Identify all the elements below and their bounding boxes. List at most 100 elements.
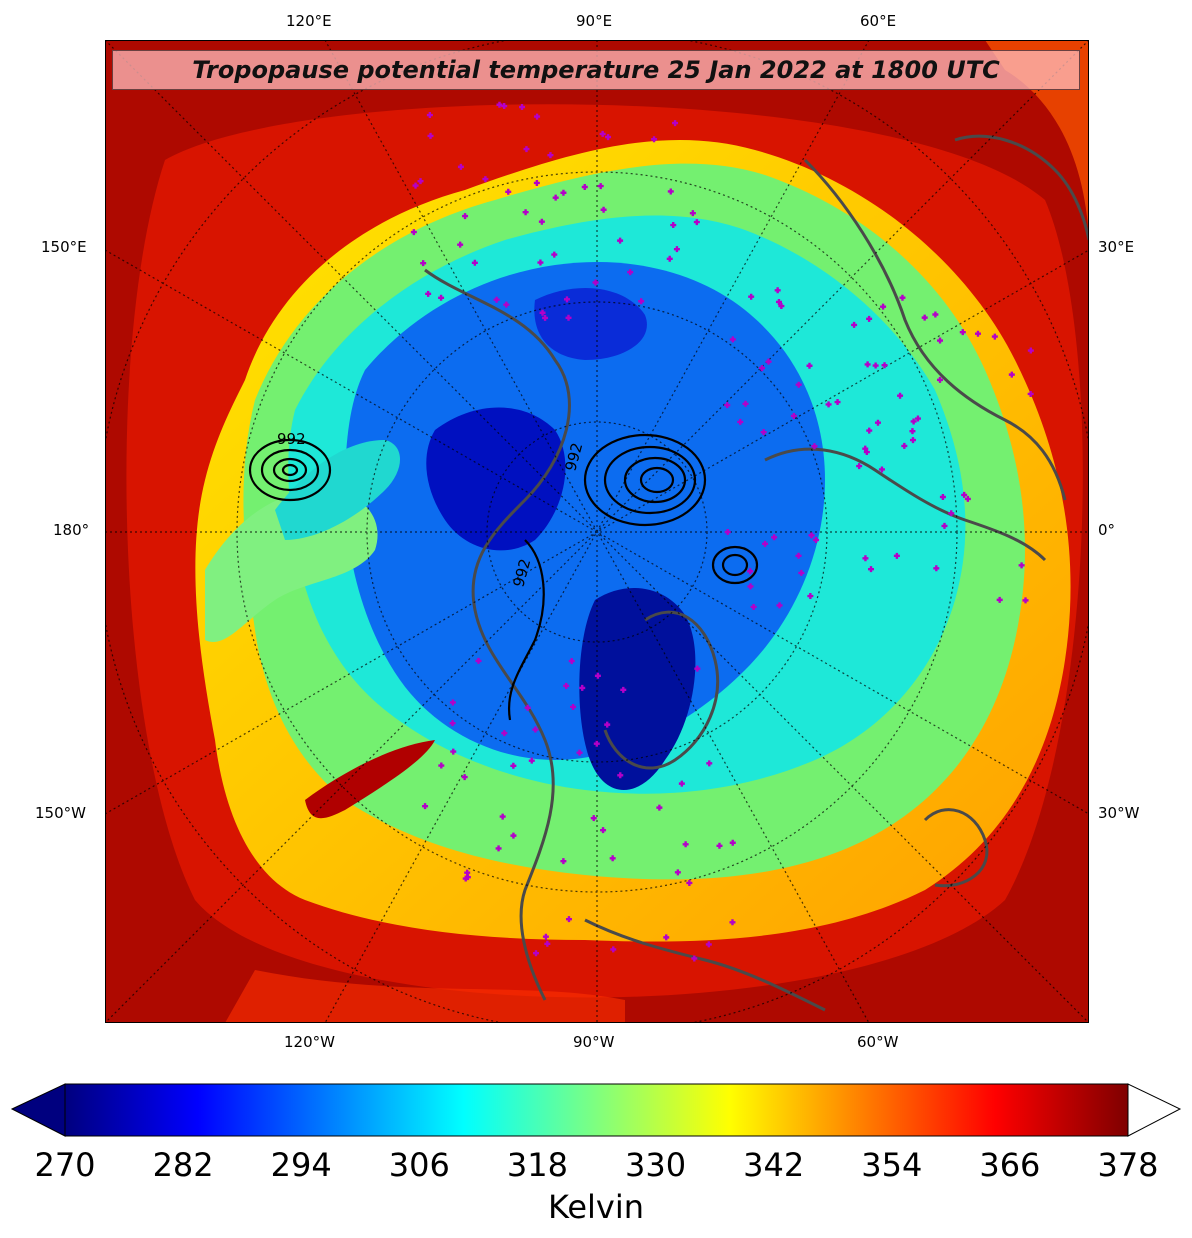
station-marker	[705, 941, 712, 948]
station-marker	[742, 400, 749, 407]
station-marker	[627, 269, 634, 276]
station-marker	[813, 537, 820, 544]
station-marker	[693, 219, 700, 226]
station-marker	[597, 183, 604, 190]
station-marker	[600, 206, 607, 213]
station-marker	[910, 418, 917, 425]
station-marker	[471, 259, 478, 266]
station-marker	[563, 682, 570, 689]
station-marker	[909, 437, 916, 444]
station-marker	[503, 301, 510, 308]
station-marker	[638, 298, 645, 305]
station-marker	[417, 178, 424, 185]
station-marker	[862, 555, 869, 562]
station-marker	[505, 188, 512, 195]
station-marker	[760, 429, 767, 436]
station-marker	[499, 813, 506, 820]
lon-label-right: 30°W	[1098, 804, 1140, 822]
station-marker	[932, 311, 939, 318]
station-marker	[593, 740, 600, 747]
station-marker	[579, 684, 586, 691]
station-marker	[510, 762, 517, 769]
station-marker	[825, 401, 832, 408]
station-marker	[964, 495, 971, 502]
station-marker	[552, 194, 559, 201]
lon-label-left: 150°W	[35, 804, 86, 822]
station-marker	[682, 841, 689, 848]
station-marker	[532, 726, 539, 733]
station-marker	[937, 337, 944, 344]
station-marker	[914, 415, 921, 422]
station-marker	[666, 255, 673, 262]
station-marker	[941, 522, 948, 529]
station-marker	[881, 362, 888, 369]
station-marker	[576, 749, 583, 756]
station-marker	[807, 593, 814, 600]
station-marker	[524, 704, 531, 711]
station-marker	[522, 209, 529, 216]
station-marker	[590, 815, 597, 822]
lon-label-top: 120°E	[286, 12, 332, 30]
contour-label: 992	[277, 430, 306, 448]
station-marker	[808, 532, 815, 539]
station-marker	[438, 762, 445, 769]
station-marker	[729, 336, 736, 343]
station-marker	[563, 296, 570, 303]
station-marker	[651, 136, 658, 143]
lon-label-bottom: 120°W	[284, 1033, 335, 1051]
station-marker	[510, 832, 517, 839]
station-marker	[724, 402, 731, 409]
station-marker	[778, 303, 785, 310]
colorbar-unit-label: Kelvin	[547, 1188, 645, 1226]
station-marker	[673, 246, 680, 253]
station-marker	[450, 748, 457, 755]
station-marker	[991, 333, 998, 340]
station-marker	[605, 134, 612, 141]
station-marker	[412, 182, 419, 189]
lon-label-left: 150°E	[41, 238, 87, 256]
station-marker	[482, 176, 489, 183]
station-marker	[765, 358, 772, 365]
station-marker	[495, 845, 502, 852]
station-marker	[874, 419, 881, 426]
station-marker	[663, 934, 670, 941]
station-marker	[667, 188, 674, 195]
station-marker	[426, 112, 433, 119]
station-marker	[528, 757, 535, 764]
station-marker	[425, 290, 432, 297]
colorbar-tick-label: 366	[979, 1146, 1041, 1184]
station-marker	[795, 381, 802, 388]
station-marker	[438, 294, 445, 301]
colorbar-extend-low	[10, 1083, 66, 1137]
station-marker	[901, 442, 908, 449]
station-marker	[461, 774, 468, 781]
colorbar	[10, 1083, 1182, 1137]
station-marker	[909, 428, 916, 435]
station-marker	[899, 294, 906, 301]
station-marker	[798, 569, 805, 576]
lon-label-top: 90°E	[576, 12, 613, 30]
station-marker	[776, 602, 783, 609]
station-marker	[878, 466, 885, 473]
lon-label-bottom: 90°W	[573, 1033, 615, 1051]
map-title: Tropopause potential temperature 25 Jan …	[192, 56, 1000, 84]
station-marker	[581, 183, 588, 190]
station-marker	[974, 330, 981, 337]
colorbar-tick-label: 318	[506, 1146, 568, 1184]
station-marker	[537, 259, 544, 266]
station-marker	[724, 529, 731, 536]
station-marker	[729, 839, 736, 846]
orange-streaks	[985, 40, 1089, 240]
station-marker	[617, 237, 624, 244]
station-marker	[774, 287, 781, 294]
station-marker	[706, 760, 713, 767]
station-marker	[851, 321, 858, 328]
station-marker	[961, 491, 968, 498]
station-marker	[996, 596, 1003, 603]
station-marker	[539, 309, 546, 316]
station-marker	[594, 672, 601, 679]
station-marker	[449, 699, 456, 706]
station-marker	[868, 566, 875, 573]
station-marker	[568, 658, 575, 665]
station-marker	[737, 418, 744, 425]
